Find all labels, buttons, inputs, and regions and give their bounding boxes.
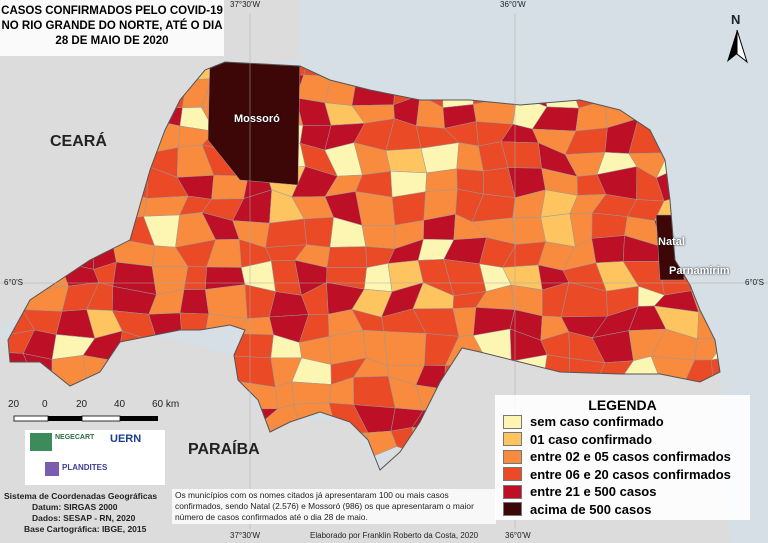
credit-line: Dados: SESAP - RN, 2020 [32, 513, 136, 523]
municipality [591, 235, 625, 264]
legend-items: sem caso confirmado 01 caso confirmado ent… [495, 413, 750, 518]
municipality [355, 191, 396, 226]
scale-bar [13, 415, 158, 422]
logos: NEGECART UERN PLANDITES [25, 430, 165, 485]
logo: NEGECART [55, 434, 95, 441]
place-label: PARAÍBA [188, 441, 260, 458]
ceara-land [0, 0, 300, 330]
legend-swatch [503, 502, 522, 517]
scale-label: 20 [76, 399, 88, 410]
credit-line: Sistema de Coordenadas Geográficas [4, 491, 158, 501]
title-line: 28 DE MAIO DE 2020 [55, 35, 169, 47]
scale-label: 60 km [152, 399, 180, 410]
municipality [711, 352, 720, 386]
scale-label: 20 [8, 399, 20, 410]
title-line: NO RIO GRANDE DO NORTE, ATÉ O DIA [1, 20, 223, 32]
graticule-label: 36°0'W [505, 531, 531, 540]
municipality [512, 216, 546, 245]
scale-label: 0 [42, 399, 48, 410]
north-label: N [731, 12, 741, 27]
municipality [363, 263, 393, 292]
scale-label: 40 [114, 399, 126, 410]
north-arrow [727, 29, 748, 64]
graticule-label: 6°0'S [4, 278, 23, 287]
legend-item: entre 02 e 05 casos confirmados [495, 448, 750, 466]
legend-swatch [503, 484, 522, 499]
municipality [265, 218, 307, 248]
legend-label: acima de 500 casos [530, 501, 652, 517]
place-label: Natal [658, 236, 685, 248]
legend-swatch [503, 467, 522, 482]
municipality [303, 216, 334, 248]
legend-item: acima de 500 casos [495, 501, 750, 519]
municipality [183, 266, 207, 290]
place-label: Mossoró [234, 113, 280, 125]
author: Elaborado por Franklin Roberto da Costa,… [310, 531, 479, 540]
legend-swatch [503, 432, 522, 447]
municipality [291, 381, 332, 405]
municipality [425, 168, 458, 193]
graticule-label: 37°30'W [230, 531, 261, 540]
municipality [383, 331, 427, 367]
place-label: Parnamirim [669, 265, 730, 277]
credit-line: Base Cartográfica: IBGE, 2015 [24, 524, 147, 534]
title-box: CASOS CONFIRMADOS PELO COVID-19 NO RIO G… [0, 0, 224, 56]
logo: PLANDITES [62, 463, 108, 472]
legend-item: entre 06 e 20 casos confirmados [495, 466, 750, 484]
graticule-label: 37°30'W [230, 0, 261, 9]
legend-swatch [503, 449, 522, 464]
credits: Sistema de Coordenadas Geográficas Datum… [4, 491, 157, 535]
legend-label: entre 21 e 500 casos [530, 484, 657, 500]
municipality [205, 284, 248, 319]
credit-line: Datum: SIRGAS 2000 [32, 502, 118, 512]
municipality [207, 62, 301, 186]
legend-item: 01 caso confirmado [495, 431, 750, 449]
place-label: CEARÁ [50, 133, 107, 150]
legend-item: sem caso confirmado [495, 413, 750, 431]
municipality [361, 225, 396, 250]
title: CASOS CONFIRMADOS PELO COVID-19 NO RIO G… [0, 0, 224, 49]
municipality [385, 148, 428, 174]
legend-title: LEGENDA [588, 397, 657, 413]
legend-label: sem caso confirmado [530, 414, 664, 430]
legend-label: entre 02 e 05 casos confirmados [530, 449, 731, 465]
graticule-label: 36°0'W [500, 0, 526, 9]
legend-label: entre 06 e 20 casos confirmados [530, 466, 731, 482]
municipality [179, 289, 210, 315]
municipality [326, 246, 368, 268]
note: Os municípios com os nomes citados já ap… [172, 489, 496, 524]
logo: UERN [110, 433, 142, 445]
legend: LEGENDA sem caso confirmado 01 caso confi… [495, 395, 750, 520]
legend-item: entre 21 e 500 casos [495, 483, 750, 501]
municipality [391, 191, 426, 226]
municipality [353, 375, 396, 409]
legend-label: 01 caso confirmado [530, 431, 653, 447]
title-line: CASOS CONFIRMADOS PELO COVID-19 [1, 5, 223, 17]
graticule-label: 6°0'S [745, 278, 764, 287]
legend-swatch [503, 414, 522, 429]
municipality [591, 212, 628, 239]
municipality [500, 141, 542, 169]
